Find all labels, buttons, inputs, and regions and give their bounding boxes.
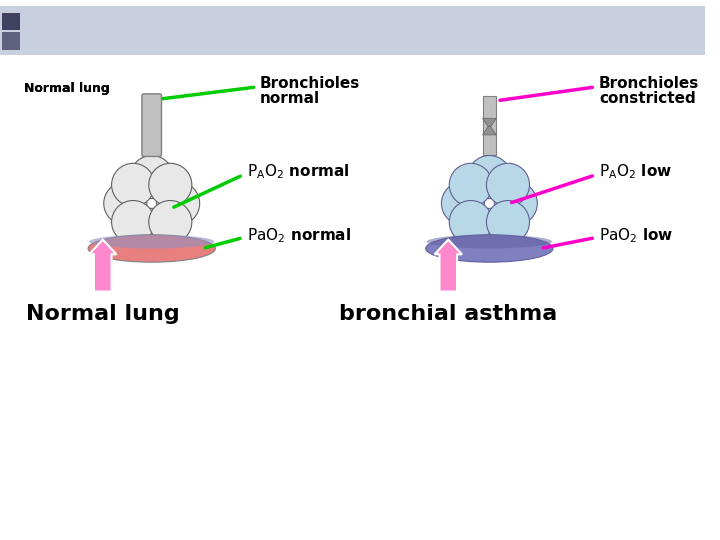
Text: $\mathrm{P_A}$$\mathrm{O_2}$ low: $\mathrm{P_A}$$\mathrm{O_2}$ low <box>599 163 672 181</box>
Text: Normal lung: Normal lung <box>26 304 180 324</box>
Text: constricted: constricted <box>599 91 696 106</box>
Circle shape <box>112 163 155 206</box>
Circle shape <box>441 182 485 225</box>
Ellipse shape <box>426 235 553 262</box>
Circle shape <box>449 200 492 244</box>
Circle shape <box>157 182 199 225</box>
Circle shape <box>468 156 511 199</box>
FancyArrow shape <box>435 240 462 292</box>
Text: Normal lung: Normal lung <box>24 82 110 95</box>
Text: bronchial asthma: bronchial asthma <box>339 304 557 324</box>
Polygon shape <box>482 126 496 135</box>
Circle shape <box>130 208 174 252</box>
Circle shape <box>449 163 492 206</box>
Circle shape <box>130 156 174 199</box>
Text: $\mathrm{P_A}$$\mathrm{O_2}$ normal: $\mathrm{P_A}$$\mathrm{O_2}$ normal <box>247 163 349 181</box>
Circle shape <box>149 163 192 206</box>
Circle shape <box>468 208 511 252</box>
Bar <box>0 6 705 55</box>
Circle shape <box>112 200 155 244</box>
Circle shape <box>487 200 529 244</box>
FancyBboxPatch shape <box>142 94 161 157</box>
Circle shape <box>149 200 192 244</box>
FancyArrow shape <box>89 240 117 292</box>
Polygon shape <box>482 118 496 127</box>
Polygon shape <box>482 96 496 154</box>
Circle shape <box>494 182 537 225</box>
Ellipse shape <box>89 235 215 248</box>
Ellipse shape <box>427 235 552 248</box>
Text: normal: normal <box>259 91 320 106</box>
Circle shape <box>487 163 529 206</box>
Text: Bronchioles: Bronchioles <box>259 76 359 91</box>
Text: $\mathrm{PaO_2}$ normal: $\mathrm{PaO_2}$ normal <box>247 226 351 245</box>
Circle shape <box>104 182 147 225</box>
Bar <box>2 12 19 30</box>
Ellipse shape <box>88 235 215 262</box>
Bar <box>2 32 19 50</box>
Text: Bronchioles: Bronchioles <box>599 76 699 91</box>
Text: $\mathrm{PaO_2}$ low: $\mathrm{PaO_2}$ low <box>599 226 673 245</box>
Text: Normal lung: Normal lung <box>24 82 110 95</box>
